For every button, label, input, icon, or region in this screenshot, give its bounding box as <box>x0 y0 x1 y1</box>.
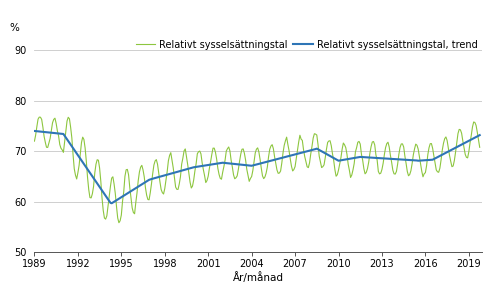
Line: Relativt sysselsättningstal, trend: Relativt sysselsättningstal, trend <box>34 131 480 203</box>
Relativt sysselsättningstal <box>359 153 365 156</box>
Relativt sysselsättningstal, trend <box>31 129 37 133</box>
Relativt sysselsättningstal <box>116 221 122 224</box>
Relativt sysselsättningstal, trend <box>207 163 213 166</box>
Legend: Relativt sysselsättningstal, Relativt sysselsättningstal, trend: Relativt sysselsättningstal, Relativt sy… <box>132 36 481 54</box>
Relativt sysselsättningstal <box>421 172 427 176</box>
Relativt sysselsättningstal, trend <box>477 133 483 137</box>
Relativt sysselsättningstal <box>31 139 37 143</box>
Relativt sysselsättningstal, trend <box>420 159 426 162</box>
Line: Relativt sysselsättningstal: Relativt sysselsättningstal <box>34 117 480 223</box>
Relativt sysselsättningstal <box>208 160 214 163</box>
X-axis label: År/månad: År/månad <box>233 272 284 283</box>
Relativt sysselsättningstal <box>477 146 483 149</box>
Text: %: % <box>10 23 20 33</box>
Relativt sysselsättningstal <box>213 150 218 154</box>
Relativt sysselsättningstal, trend <box>109 202 115 205</box>
Relativt sysselsättningstal, trend <box>357 155 363 159</box>
Relativt sysselsättningstal <box>36 115 42 119</box>
Relativt sysselsättningstal, trend <box>399 158 404 161</box>
Relativt sysselsättningstal <box>400 142 405 146</box>
Relativt sysselsättningstal, trend <box>211 162 217 166</box>
Relativt sysselsättningstal, trend <box>110 201 116 204</box>
Relativt sysselsättningstal <box>110 175 116 178</box>
